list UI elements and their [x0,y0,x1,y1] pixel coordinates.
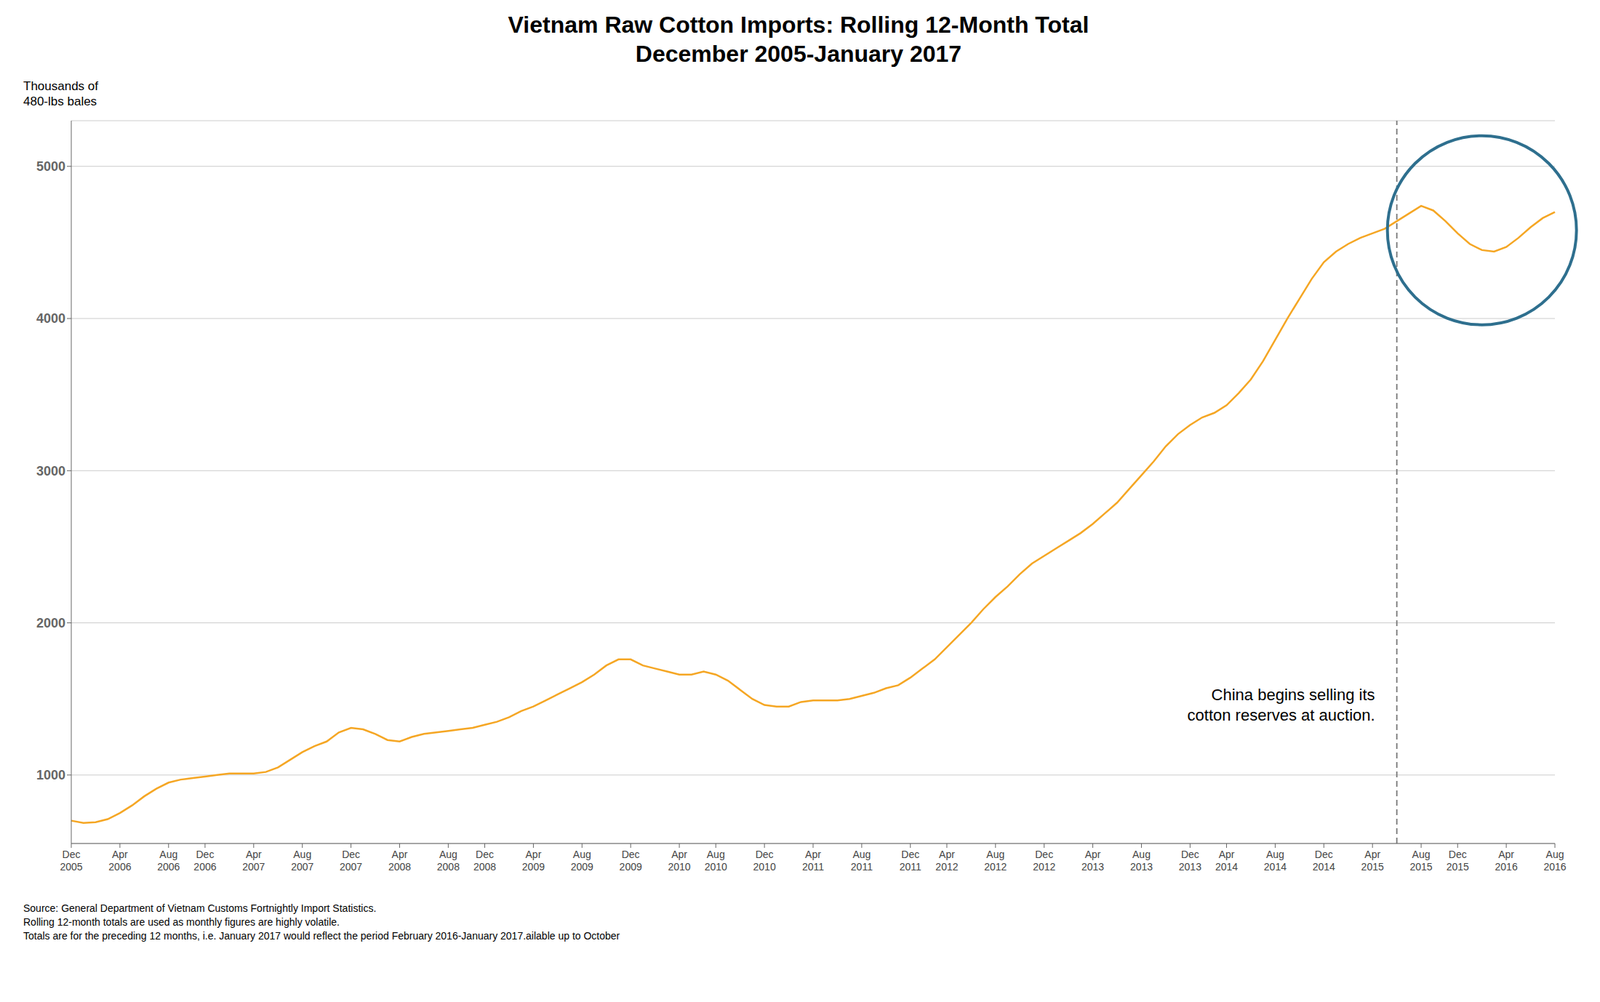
svg-text:Dec2006: Dec2006 [193,848,216,873]
svg-text:4000: 4000 [36,311,66,326]
svg-text:Apr2010: Apr2010 [667,848,691,873]
svg-text:Aug2012: Aug2012 [984,848,1007,873]
html-text:December 2005-January 2017: December 2005-January 2017 [635,40,962,67]
svg-text:Dec2007: Dec2007 [339,848,363,873]
svg-text:Aug2015: Aug2015 [1409,848,1432,873]
svg-text:2000: 2000 [36,616,66,631]
svg-text:Aug2013: Aug2013 [1130,848,1153,873]
svg-text:Apr2016: Apr2016 [1495,848,1518,873]
svg-text:Apr2008: Apr2008 [388,848,411,873]
svg-text:Aug2009: Aug2009 [570,848,594,873]
svg-text:Dec2015: Dec2015 [1446,848,1470,873]
svg-text:Apr2007: Apr2007 [242,848,265,873]
svg-text:Dec2010: Dec2010 [753,848,776,873]
svg-text:Aug2011: Aug2011 [850,848,873,873]
svg-text:Dec2014: Dec2014 [1312,848,1336,873]
svg-text:Dec2012: Dec2012 [1032,848,1056,873]
svg-text:China begins selling itscotton: China begins selling itscotton reserves … [1187,685,1376,725]
svg-text:Apr2009: Apr2009 [522,848,545,873]
svg-text:Dec2008: Dec2008 [473,848,496,873]
svg-text:Aug2008: Aug2008 [437,848,460,873]
svg-text:Apr2013: Apr2013 [1081,848,1104,873]
svg-text:Dec2013: Dec2013 [1178,848,1202,873]
svg-text:5000: 5000 [36,159,66,174]
svg-text:Aug2006: Aug2006 [157,848,180,873]
svg-text:Aug2014: Aug2014 [1264,848,1287,873]
svg-text:Aug2010: Aug2010 [704,848,728,873]
svg-text:3000: 3000 [36,464,66,479]
svg-text:Apr2014: Apr2014 [1215,848,1238,873]
svg-text:Aug2007: Aug2007 [290,848,314,873]
svg-text:Dec2011: Dec2011 [899,848,922,873]
html-text:Source: General Department of: Source: General Department of Vietnam Cu… [23,902,620,942]
html-text:Vietnam Raw Cotton Imports: Ro: Vietnam Raw Cotton Imports: Rolling 12-M… [508,11,1090,38]
svg-text:Aug2016: Aug2016 [1543,848,1566,873]
html-text:Thousands of 480-lbs bales: Thousands of 480-lbs bales [23,79,99,109]
svg-text:Dec2009: Dec2009 [619,848,643,873]
svg-text:1000: 1000 [36,768,66,783]
svg-text:Apr2012: Apr2012 [935,848,958,873]
svg-text:Dec2005: Dec2005 [59,848,83,873]
svg-text:Apr2006: Apr2006 [108,848,131,873]
svg-text:Apr2011: Apr2011 [802,848,824,873]
svg-text:Apr2015: Apr2015 [1361,848,1384,873]
